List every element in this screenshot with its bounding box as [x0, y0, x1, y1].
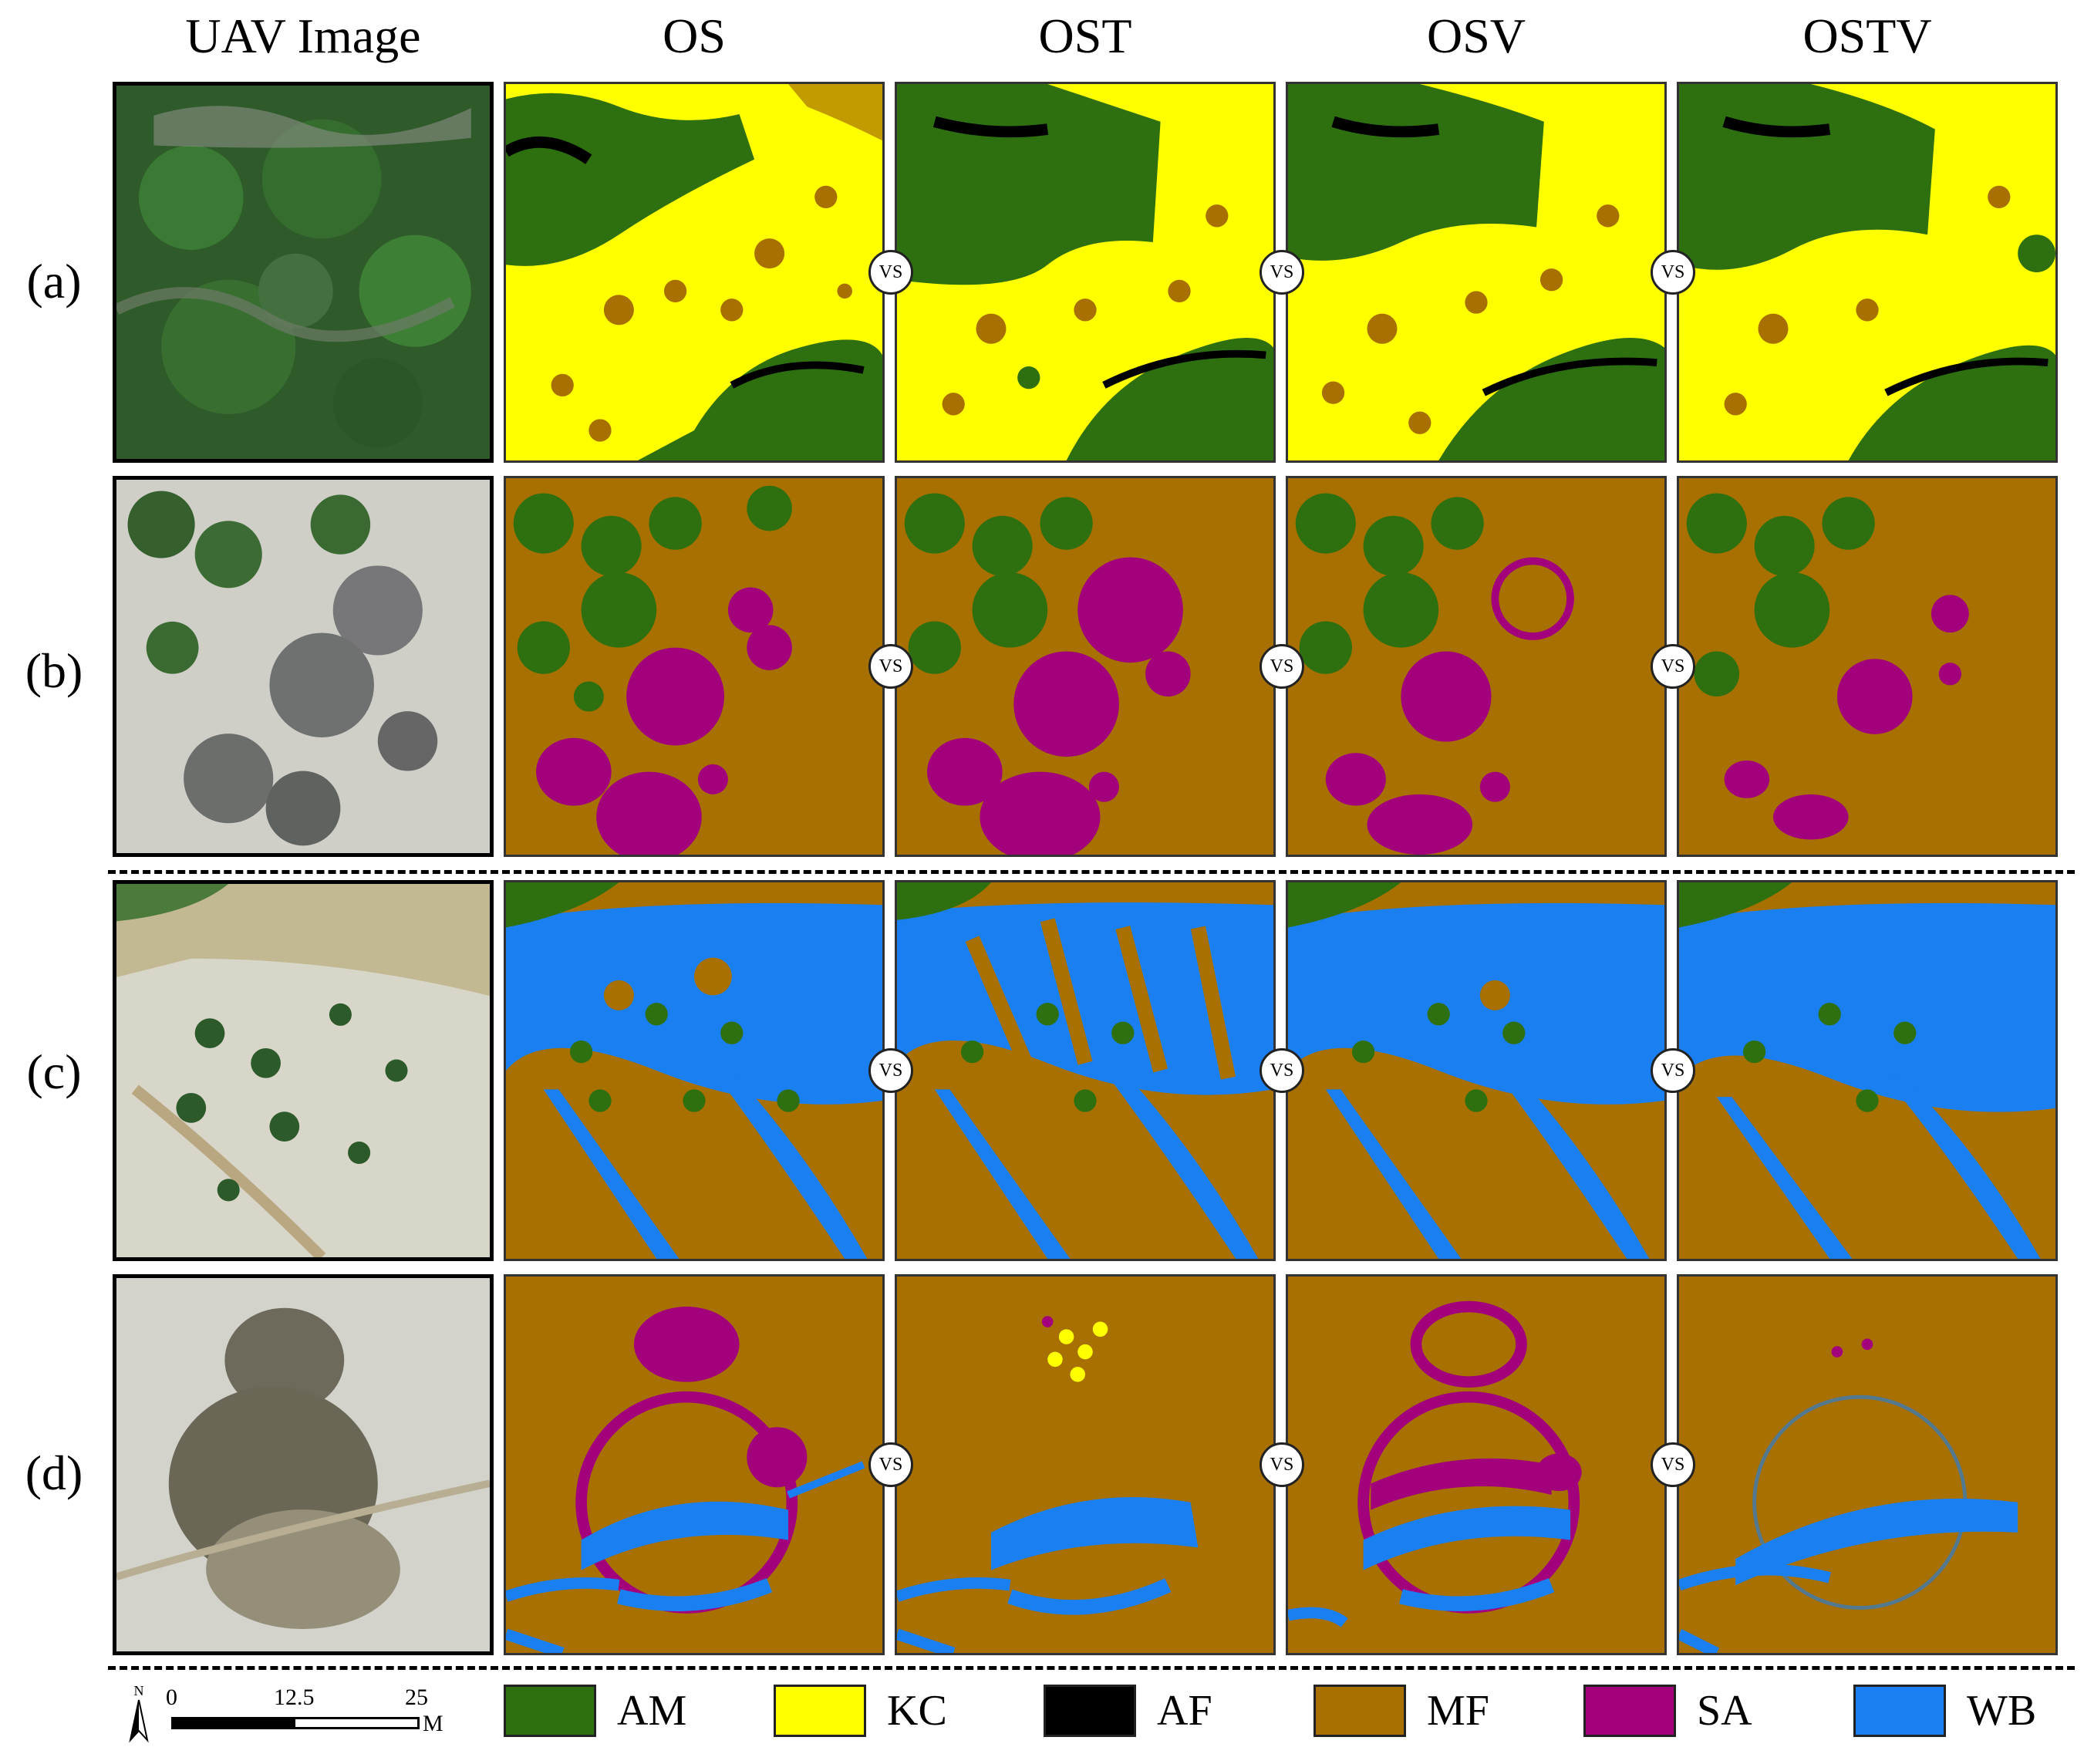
col-header-ost: OST [1038, 8, 1132, 63]
vs-badge-b1: VS [868, 644, 913, 689]
dashed-separator-2 [108, 1666, 2075, 1670]
map-os-b [504, 476, 885, 857]
vs-badge-a3: VS [1651, 250, 1695, 295]
vs-badge-d2: VS [1260, 1442, 1304, 1487]
uav-image-d [113, 1274, 494, 1655]
dashed-separator-1 [108, 870, 2075, 874]
scale-tick-0: 0 [166, 1685, 177, 1710]
map-osv-b [1286, 476, 1667, 857]
col-header-uav-image: UAV Image [185, 8, 421, 63]
vs-badge-c3: VS [1651, 1048, 1695, 1093]
legend-label-wb: WB [1967, 1687, 2037, 1735]
legend-swatch-kc [774, 1685, 866, 1737]
row-label-b: (b) [25, 643, 83, 698]
map-ostv-d [1677, 1274, 2058, 1655]
legend-label-mf: MF [1427, 1687, 1489, 1735]
vs-badge-a2: VS [1260, 250, 1304, 295]
row-label-a: (a) [26, 254, 82, 309]
uav-image-b [113, 476, 494, 857]
vs-badge-b2: VS [1260, 644, 1304, 689]
scale-unit: M [423, 1711, 443, 1736]
map-os-c [504, 880, 885, 1261]
legend-swatch-mf [1313, 1685, 1406, 1737]
scale-tick-25: 25 [405, 1685, 428, 1710]
map-ost-d [895, 1274, 1276, 1655]
scale-tick-12-5: 12.5 [274, 1685, 315, 1710]
col-header-osv: OSV [1426, 8, 1526, 63]
legend-swatch-wb [1853, 1685, 1946, 1737]
row-label-d: (d) [25, 1445, 83, 1500]
legend-swatch-sa [1583, 1685, 1676, 1737]
map-ostv-c [1677, 880, 2058, 1261]
legend-label-kc: KC [887, 1687, 947, 1735]
legend-label-sa: SA [1697, 1687, 1752, 1735]
uav-image-a [113, 82, 494, 463]
vs-badge-b3: VS [1651, 644, 1695, 689]
scale-bar [171, 1717, 420, 1729]
vs-badge-a1: VS [868, 250, 913, 295]
map-ostv-a [1677, 82, 2058, 463]
row-label-c: (c) [26, 1044, 82, 1099]
vs-badge-c2: VS [1260, 1048, 1304, 1093]
map-os-d [504, 1274, 885, 1655]
map-ost-c [895, 880, 1276, 1261]
legend-label-af: AF [1157, 1687, 1212, 1735]
north-arrow-icon: N [127, 1681, 150, 1743]
col-header-ostv: OSTV [1802, 8, 1932, 63]
legend-swatch-am [504, 1685, 596, 1737]
col-header-os: OS [663, 8, 726, 63]
legend-label-am: AM [617, 1687, 687, 1735]
uav-image-c [113, 880, 494, 1261]
legend-swatch-af [1044, 1685, 1136, 1737]
vs-badge-d3: VS [1651, 1442, 1695, 1487]
vs-badge-c1: VS [868, 1048, 913, 1093]
svg-text:N: N [134, 1683, 144, 1698]
map-ost-a [895, 82, 1276, 463]
map-ostv-b [1677, 476, 2058, 857]
map-osv-c [1286, 880, 1667, 1261]
map-ost-b [895, 476, 1276, 857]
map-osv-a [1286, 82, 1667, 463]
map-osv-d [1286, 1274, 1667, 1655]
vs-badge-d1: VS [868, 1442, 913, 1487]
map-os-a [504, 82, 885, 463]
